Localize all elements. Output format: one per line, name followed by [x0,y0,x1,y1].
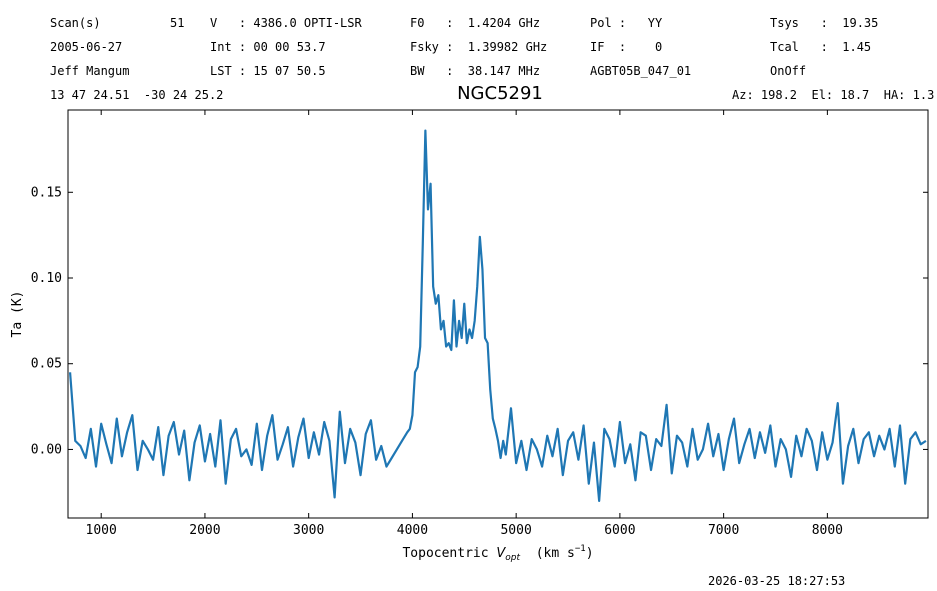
x-tick-label: 4000 [397,523,428,538]
header-field: 51 [170,16,184,30]
x-label-part: (km s [520,546,575,561]
x-tick-label: 3000 [293,523,324,538]
spectrum-line [68,129,927,502]
y-tick-label: 0.15 [31,185,62,200]
y-tick-label: 0.00 [31,442,62,457]
x-tick-label: 5000 [500,523,531,538]
pointing: Az: 198.2 El: 18.7 HA: 1.3 [732,88,934,102]
header-field: Scan(s) [50,16,101,30]
header-field: Jeff Mangum [50,64,129,78]
y-axis-label: Ta (K) [10,291,25,338]
header-field: Tsys : 19.35 [770,16,878,30]
header-field: IF : 0 [590,40,662,54]
x-axis-label: Topocentric Vopt (km s−1) [402,544,593,563]
x-label-part: Topocentric [402,546,496,561]
x-label-part: ) [586,546,594,561]
timestamp: 2026-03-25 18:27:53 [708,574,845,588]
x-tick-label: 2000 [189,523,220,538]
x-tick-label: 6000 [604,523,635,538]
header-field: Tcal : 1.45 [770,40,871,54]
x-label-part: −1 [575,544,586,554]
x-tick-label: 8000 [812,523,843,538]
plot-frame [67,109,929,519]
header-field: BW : 38.147 MHz [410,64,540,78]
coords: 13 47 24.51 -30 24 25.2 [50,88,223,102]
header-field: Fsky : 1.39982 GHz [410,40,547,54]
header-field: 2005-06-27 [50,40,122,54]
header-field: Int : 00 00 53.7 [210,40,326,54]
x-label-part: V [496,546,506,561]
x-label-part: opt [505,553,520,563]
x-tick-label: 1000 [86,523,117,538]
header-field: OnOff [770,64,806,78]
x-tick-label: 7000 [708,523,739,538]
y-tick-label: 0.05 [31,357,62,372]
header-field: AGBT05B_047_01 [590,64,691,78]
header-field: LST : 15 07 50.5 [210,64,326,78]
header-field: F0 : 1.4204 GHz [410,16,540,30]
y-tick-label: 0.10 [31,271,62,286]
header-field: V : 4386.0 OPTI-LSR [210,16,362,30]
chart-title: NGC5291 [457,83,543,104]
header-field: Pol : YY [590,16,663,30]
